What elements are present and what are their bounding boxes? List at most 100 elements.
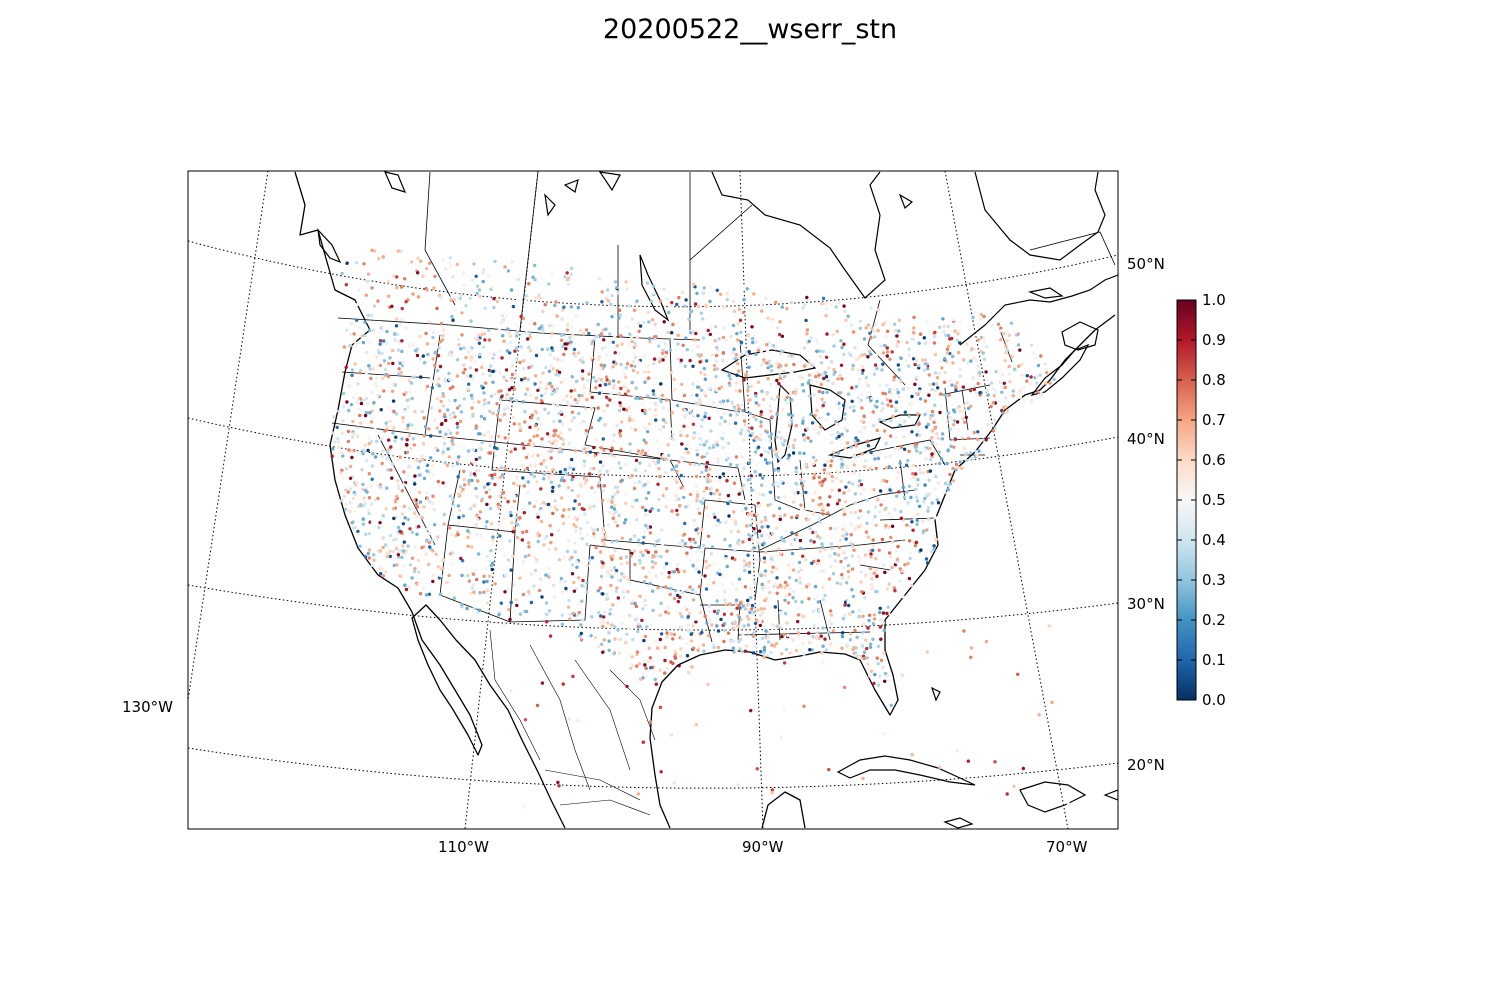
station-point [617,651,622,655]
map-title: 20200522__wserr_stn [602,14,898,45]
station-point [850,544,855,548]
station-point [1017,364,1021,368]
station-point [741,413,746,417]
station-point [817,475,821,479]
station-point [367,328,372,332]
station-point [565,271,569,275]
station-point [743,585,747,589]
station-point [887,465,892,469]
station-point [716,608,721,613]
station-point [854,459,858,463]
station-point [813,472,817,477]
station-point [722,612,727,616]
station-point [890,515,894,519]
station-point [662,320,666,324]
station-point [840,432,844,436]
station-point [791,443,795,448]
station-point [781,407,785,411]
station-point [543,407,547,411]
station-point [374,376,379,380]
station-point [741,408,745,413]
station-point [856,382,861,386]
station-point [684,505,688,509]
station-point [367,364,371,368]
station-point [821,597,826,602]
station-point [883,343,887,348]
station-point [918,332,923,336]
station-point [802,652,806,656]
station-point [1043,362,1047,366]
station-point [585,590,589,594]
station-point [671,322,675,327]
station-point [385,456,389,460]
station-point [577,502,582,507]
station-point [632,534,637,538]
station-point [459,490,464,494]
station-point [769,369,774,373]
station-point [591,529,596,533]
station-point [915,499,920,503]
station-point [775,378,779,383]
station-point [617,408,622,413]
station-point [460,333,464,337]
station-point [740,403,744,407]
station-point [509,689,513,693]
station-point [773,346,778,351]
station-point [860,419,864,423]
station-point [821,585,825,590]
station-point [829,622,833,626]
station-point [612,383,616,387]
station-point [453,415,457,419]
station-point [455,406,460,410]
nova-scotia-coastline [1030,343,1090,396]
station-point [939,404,943,408]
station-point [352,431,356,435]
station-point [380,449,385,453]
station-point [887,511,891,516]
station-point [885,383,889,387]
station-point [564,586,568,591]
station-point [623,392,628,396]
station-point [542,472,546,476]
station-point [735,331,739,336]
station-point [639,452,644,456]
station-point [767,434,771,439]
station-point [436,354,441,358]
islands [317,171,1118,829]
station-point [616,490,620,494]
station-point [677,497,681,501]
station-point [730,517,734,521]
station-point [462,483,467,487]
station-point [709,552,713,556]
station-point [998,369,1002,373]
station-point [885,350,890,354]
station-point [550,448,555,453]
station-point [496,467,500,472]
station-point [784,529,788,533]
station-point [336,437,340,441]
station-point [388,356,392,360]
station-point [562,377,566,382]
station-point [733,548,737,553]
station-point [435,396,439,401]
station-point [482,402,487,406]
station-point [844,318,848,322]
station-point [883,570,887,575]
station-point [350,373,354,377]
station-point [699,575,703,579]
station-point [934,537,938,542]
station-point [550,272,554,276]
station-point [842,342,846,346]
station-point [728,544,732,548]
station-point [763,518,768,522]
station-point [851,594,856,599]
station-point [364,293,368,297]
station-point [560,338,564,342]
station-point [648,463,652,467]
station-point [823,547,827,551]
station-point [415,458,419,463]
station-point [784,647,789,652]
station-point [794,648,799,653]
station-point [448,265,452,269]
station-point [450,436,455,440]
